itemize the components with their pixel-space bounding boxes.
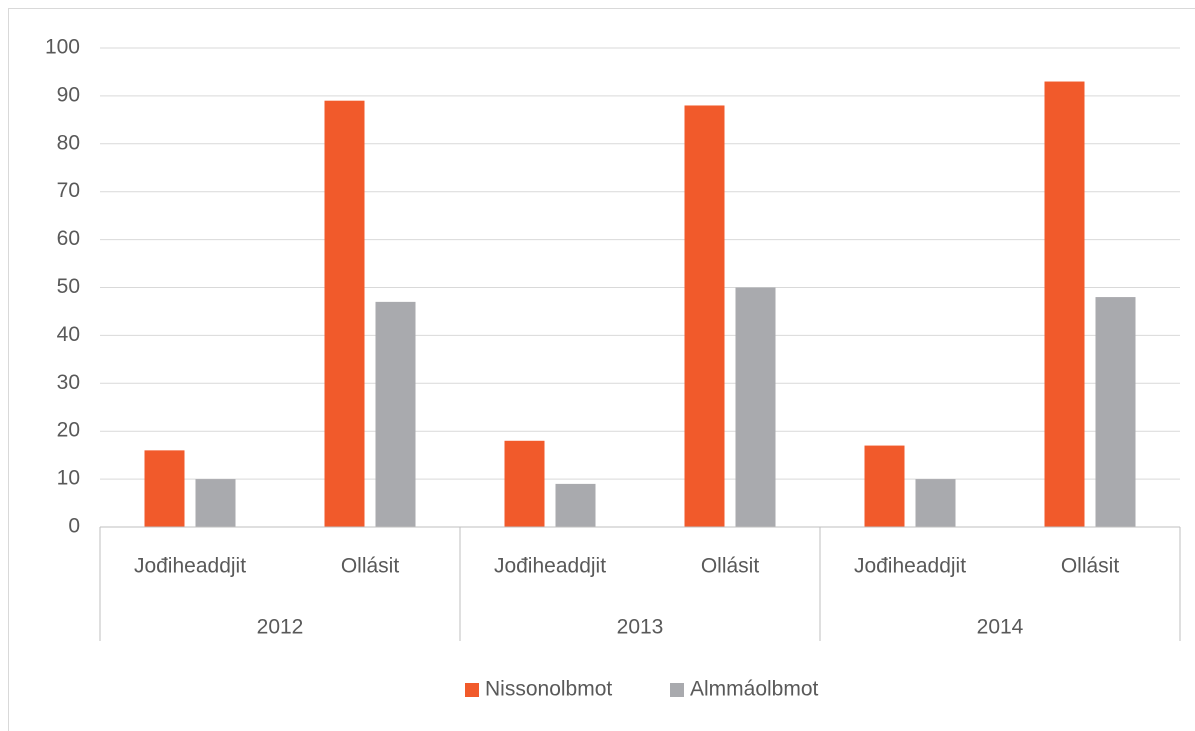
y-tick-label: 20: [57, 419, 80, 442]
group-label: 2013: [617, 616, 664, 639]
group-label: 2014: [977, 616, 1024, 639]
x-tick-label: Jođiheaddjit: [494, 555, 606, 578]
x-tick-label: Ollásit: [1061, 555, 1120, 578]
x-tick-label: Jođiheaddjit: [854, 555, 966, 578]
legend-label: Nissonolbmot: [485, 678, 612, 701]
y-tick-label: 50: [57, 275, 80, 298]
chart-frame: [8, 8, 1195, 731]
y-tick-label: 70: [57, 179, 80, 202]
legend-swatch: [465, 683, 479, 697]
x-tick-label: Ollásit: [701, 555, 760, 578]
bar: [195, 479, 236, 527]
legend-label: Almmáolbmot: [690, 678, 819, 701]
bar: [684, 105, 725, 527]
y-tick-label: 30: [57, 371, 80, 394]
bar: [144, 450, 185, 527]
y-tick-label: 100: [45, 36, 80, 59]
bar: [1095, 297, 1136, 527]
bar: [864, 445, 905, 527]
y-tick-label: 40: [57, 323, 80, 346]
legend-swatch: [670, 683, 684, 697]
x-tick-label: Jođiheaddjit: [134, 555, 246, 578]
bar: [1044, 81, 1085, 527]
bar: [915, 479, 956, 527]
y-tick-label: 10: [57, 467, 80, 490]
y-tick-label: 80: [57, 131, 80, 154]
bar: [555, 483, 596, 527]
bar: [324, 100, 365, 527]
bar: [735, 287, 776, 527]
bar: [504, 440, 545, 527]
y-tick-label: 0: [68, 515, 80, 538]
bar: [375, 301, 416, 527]
x-tick-label: Ollásit: [341, 555, 400, 578]
y-tick-label: 90: [57, 83, 80, 106]
group-label: 2012: [257, 616, 304, 639]
y-tick-label: 60: [57, 227, 80, 250]
